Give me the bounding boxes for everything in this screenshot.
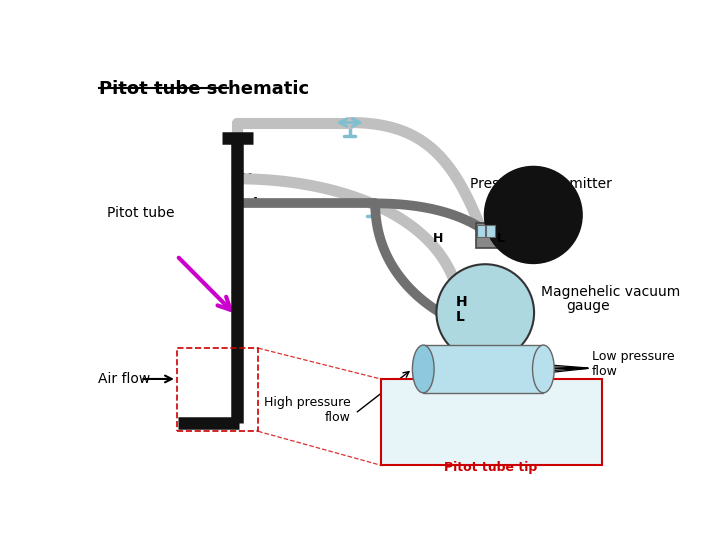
Text: H: H xyxy=(456,295,467,309)
Bar xyxy=(476,224,498,248)
Text: H: H xyxy=(433,232,444,245)
Text: Air flow: Air flow xyxy=(98,372,150,386)
Text: High pressure
flow: High pressure flow xyxy=(264,396,351,424)
Ellipse shape xyxy=(533,345,554,393)
Text: Pitot tube: Pitot tube xyxy=(107,206,174,220)
Text: L: L xyxy=(253,197,261,211)
Text: L: L xyxy=(497,232,505,245)
Text: Magnehelic vacuum: Magnehelic vacuum xyxy=(541,285,680,299)
Bar xyxy=(381,379,601,465)
Ellipse shape xyxy=(413,345,434,393)
Text: Pressure transmitter: Pressure transmitter xyxy=(469,177,611,191)
Circle shape xyxy=(436,264,534,361)
Bar xyxy=(486,225,495,237)
Text: Low pressure
flow: Low pressure flow xyxy=(593,349,675,377)
Text: L: L xyxy=(456,309,464,323)
Bar xyxy=(423,345,544,393)
Text: gauge: gauge xyxy=(567,299,611,313)
Text: H: H xyxy=(240,172,252,186)
Bar xyxy=(177,348,258,431)
Text: Pitot tube tip: Pitot tube tip xyxy=(444,461,538,474)
Bar xyxy=(477,225,485,237)
Circle shape xyxy=(485,166,582,264)
Text: Pitot tube schematic: Pitot tube schematic xyxy=(99,80,310,98)
